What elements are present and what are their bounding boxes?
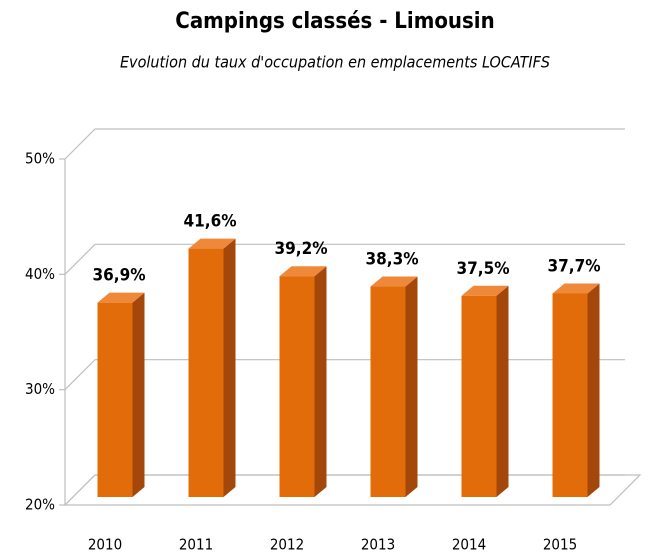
bar [279,276,315,497]
bar-side [496,285,509,497]
x-tick-label: 2013 [361,536,395,554]
grid-line [64,359,625,391]
bar-top [370,276,418,287]
chart-title: Campings classés - Limousin [175,9,494,34]
bar [370,286,406,497]
bar [188,248,224,497]
bar [461,295,497,497]
bar-top [97,292,145,303]
bar [552,293,588,497]
bar-side [223,238,236,497]
bar [97,302,133,497]
bar-side [314,266,327,497]
bar-top [188,238,236,249]
x-tick-label: 2011 [179,536,213,554]
y-tick-label: 30% [25,380,55,398]
value-label: 37,7% [547,256,600,276]
value-label: 38,3% [365,250,418,270]
chart-subtitle: Evolution du taux d'occupation en emplac… [120,53,550,72]
bar-side [132,292,145,497]
bar-top [279,266,327,277]
x-tick-label: 2015 [543,536,577,554]
y-tick-label: 50% [25,150,55,168]
x-tick-label: 2010 [88,536,122,554]
value-label: 39,2% [274,239,327,259]
bar-top [552,283,600,294]
value-label: 37,5% [456,259,509,279]
value-label: 41,6% [183,212,236,232]
grid-line [64,474,625,506]
grid-line [64,243,625,275]
y-tick-label: 40% [25,265,55,283]
value-label: 36,9% [92,266,145,286]
y-tick-label: 20% [25,496,55,514]
bar-side [587,283,600,497]
bar-top [461,285,509,296]
x-tick-label: 2014 [452,536,486,554]
bar-side [405,276,418,497]
x-tick-label: 2012 [270,536,304,554]
grid-line [64,128,625,160]
